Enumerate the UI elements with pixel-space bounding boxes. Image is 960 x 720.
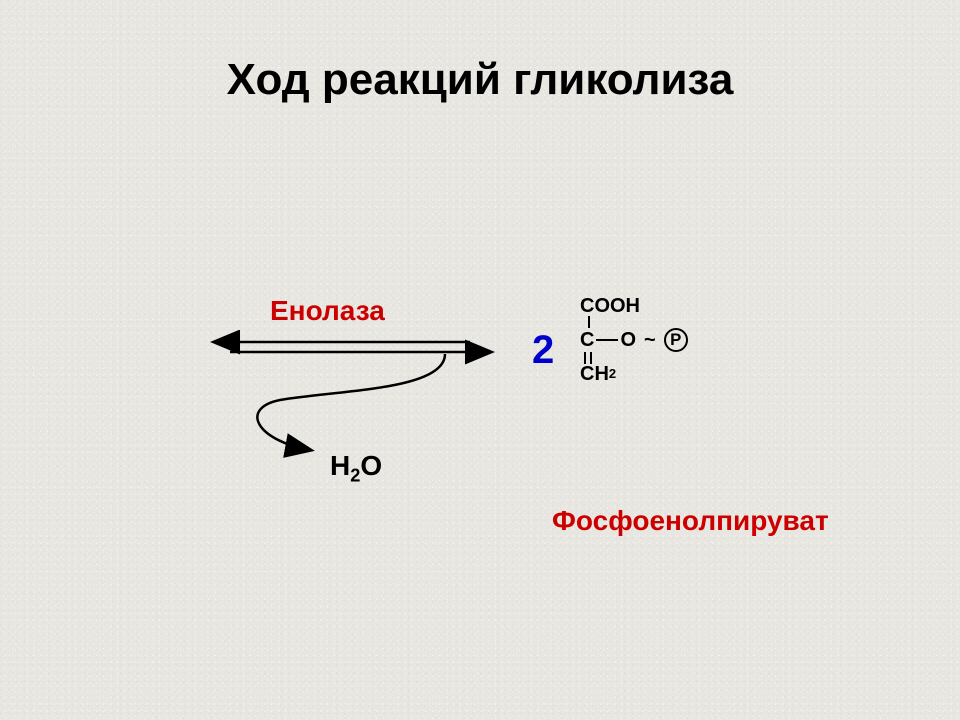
- h2o-sub: 2: [350, 466, 360, 486]
- byproduct-h2o: H2O: [330, 450, 382, 482]
- molecule-line2: C O ~ P: [580, 328, 688, 352]
- molecule-ch: CH: [580, 364, 609, 384]
- molecule-cooh: COOH: [580, 296, 640, 316]
- product-label: Фосфоенолпируват: [552, 505, 829, 537]
- reaction-arrows: [210, 330, 510, 470]
- enzyme-label: Енолаза: [270, 295, 385, 327]
- arrow-byproduct-curve: [257, 354, 445, 450]
- slide-title-text: Ход реакций гликолиза: [227, 55, 734, 104]
- molecule-phosphoenolpyruvate: COOH C O ~ P CH2: [580, 296, 688, 384]
- molecule-single-bond: [580, 316, 688, 328]
- molecule-o: O: [620, 330, 636, 350]
- molecule-line1: COOH: [580, 296, 688, 316]
- bond-single-svg: [584, 316, 594, 328]
- stoichiometric-coefficient: 2: [532, 328, 554, 373]
- molecule-c: C: [580, 330, 594, 350]
- phosphate-icon: P: [664, 328, 688, 352]
- molecule-line3: CH2: [580, 364, 688, 384]
- molecule-tilde: ~: [644, 330, 656, 350]
- slide-title: Ход реакций гликолиза: [0, 55, 960, 105]
- phosphate-letter: P: [670, 332, 681, 349]
- bond-horiz-svg: [596, 335, 618, 345]
- h2o-h: H: [330, 450, 350, 481]
- h2o-o: O: [360, 450, 382, 481]
